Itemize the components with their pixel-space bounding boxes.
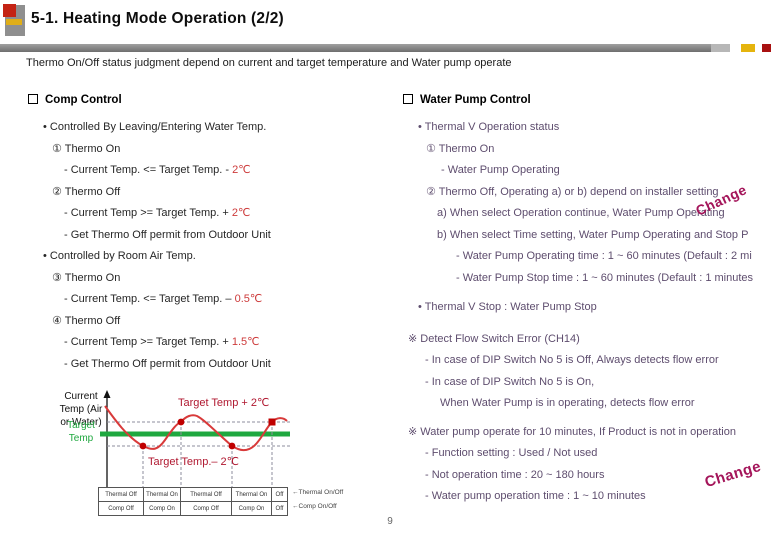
text-line: - Water Pump Operating (441, 164, 560, 176)
table-row: Comp Off Comp On Comp Off Comp On Off (98, 501, 288, 516)
text-line: ① Thermo On (52, 142, 121, 155)
text-line: • Controlled by Room Air Temp. (43, 250, 196, 262)
header-divider-red-segment (762, 44, 771, 52)
water-pump-control-heading: Water Pump Control (403, 93, 780, 106)
water-pump-control-section: Water Pump Control • Thermal V Operation… (403, 93, 780, 508)
text-line: ※ Water pump operate for 10 minutes, If … (408, 425, 736, 438)
text-line: - Current Temp. <= Target Temp. - 2℃ (64, 164, 251, 176)
text-line: ④ Thermo Off (52, 314, 121, 327)
temp-value: 2℃ (232, 164, 251, 176)
text-line: When Water Pump is in operating, detects… (440, 397, 695, 409)
text-line: ② Thermo Off, Operating a) or b) depend … (426, 185, 719, 198)
text-line: - Current Temp >= Target Temp. + 1.5℃ (64, 336, 260, 348)
thermal-row-pointer-label: ←Thermal On/Off (292, 489, 344, 496)
comp-control-section: Comp Control • Controlled By Leaving/Ent… (28, 93, 400, 375)
temp-value: 1.5℃ (231, 336, 260, 348)
upper-threshold-label: Target Temp + 2℃ (178, 397, 270, 409)
page-number: 9 (387, 516, 393, 527)
header-divider-lightgray-segment (711, 44, 730, 52)
page-title: 5-1. Heating Mode Operation (2/2) (31, 10, 284, 27)
text-line: b) When select Time setting, Water Pump … (437, 228, 749, 241)
comp-row-pointer-label: ←Comp On/Off (292, 503, 337, 510)
text-line: ③ Thermo On (52, 271, 121, 284)
text-line: - Current Temp >= Target Temp. + 2℃ (64, 207, 251, 219)
text-line: ① Thermo On (426, 142, 495, 155)
slide-logo-red-square (3, 4, 16, 17)
text-line: - Water Pump Operating time : 1 ~ 60 min… (456, 250, 752, 262)
chart-y-axis-label: Current Temp (Air or Water) (59, 391, 103, 428)
thermo-cycle-chart (100, 390, 290, 487)
text-line: - Get Thermo Off permit from Outdoor Uni… (64, 228, 271, 241)
event-drop-lines (142, 422, 273, 487)
temp-value: 2℃ (231, 207, 251, 219)
text-line: - Not operation time : 20 ~ 180 hours (425, 468, 605, 481)
comp-control-heading: Comp Control (28, 93, 400, 106)
text-line: - Current Temp. <= Target Temp. – 0.5℃ (64, 293, 263, 305)
text-line: • Thermal V Stop : Water Pump Stop (418, 301, 597, 313)
current-temp-curve (104, 405, 288, 452)
square-bullet-icon (28, 93, 38, 104)
target-temp-axis-label: Target Temp (67, 420, 95, 444)
text-line: - In case of DIP Switch No 5 is Off, Alw… (425, 354, 719, 366)
temp-value: 0.5℃ (234, 293, 263, 305)
header-divider-yellow-segment (741, 44, 755, 52)
text-line: ② Thermo Off (52, 185, 121, 198)
lower-threshold-label: Target Temp.– 2℃ (148, 456, 240, 468)
slide-subtitle: Thermo On/Off status judgment depend on … (26, 57, 512, 69)
thermo-comp-state-table: Thermal Off Thermal On Thermal Off Therm… (98, 487, 288, 516)
text-line: ※ Detect Flow Switch Error (CH14) (408, 332, 580, 345)
header-divider-bar (0, 44, 712, 52)
table-row: Thermal Off Thermal On Thermal Off Therm… (98, 487, 288, 502)
thermo-event-markers (139, 418, 276, 450)
text-line: - Water pump operation time : 1 ~ 10 min… (425, 490, 646, 502)
text-line: - Water Pump Stop time : 1 ~ 60 minutes … (456, 271, 754, 284)
text-line: a) When select Operation continue, Water… (437, 207, 725, 219)
slide-logo-yellow-bar (6, 19, 22, 25)
square-bullet-icon (403, 93, 413, 104)
text-line: - In case of DIP Switch No 5 is On, (425, 375, 595, 388)
text-line: • Controlled By Leaving/Entering Water T… (43, 121, 267, 133)
text-line: • Thermal V Operation status (418, 121, 560, 133)
text-line: - Get Thermo Off permit from Outdoor Uni… (64, 357, 271, 370)
text-line: - Function setting : Used / Not used (425, 447, 598, 459)
